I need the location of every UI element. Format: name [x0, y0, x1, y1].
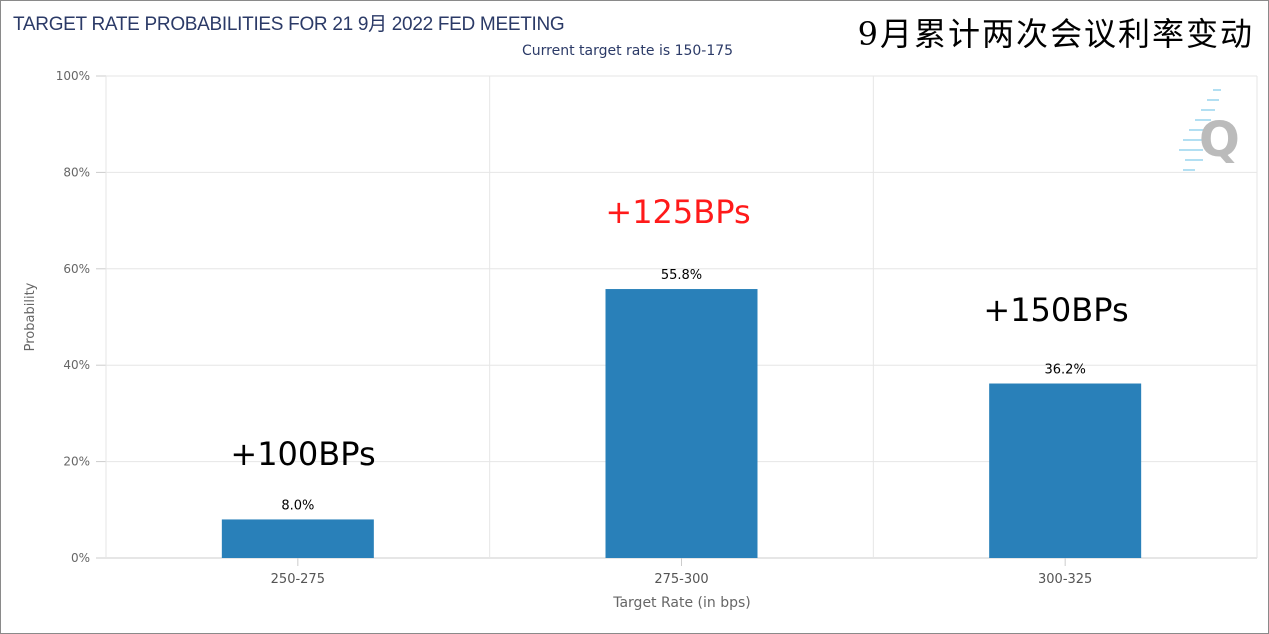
y-tick-label: 100%: [56, 69, 90, 83]
annotation-label: +150BPs: [983, 291, 1128, 329]
overlay-title: 9月累计两次会议利率变动: [857, 15, 1254, 53]
annotation-label: +100BPs: [230, 435, 375, 473]
y-tick-label: 80%: [63, 165, 90, 179]
data-label: 55.8%: [661, 268, 702, 283]
bar-300-325: [989, 383, 1142, 558]
watermark-logo: Q: [1179, 89, 1240, 171]
data-label: 8.0%: [281, 498, 314, 513]
y-tick-label: 60%: [63, 262, 90, 276]
x-tick-label: 275-300: [654, 572, 708, 587]
y-tick-label: 20%: [63, 455, 90, 469]
x-tick-label: 250-275: [271, 572, 325, 587]
y-tick-label: 40%: [63, 358, 90, 372]
bar-275-300: [605, 289, 758, 558]
chart-title: TARGET RATE PROBABILITIES FOR 21 9月 2022…: [13, 14, 565, 35]
watermark-q: Q: [1199, 112, 1240, 168]
chart-subtitle: Current target rate is 150-175: [522, 43, 734, 59]
y-tick-label: 0%: [71, 551, 90, 565]
x-tick-label: 300-325: [1038, 572, 1092, 587]
annotation-label: +125BPs: [605, 193, 750, 231]
data-label: 36.2%: [1045, 363, 1086, 378]
x-axis-label: Target Rate (in bps): [612, 595, 751, 611]
y-axis-label: Probability: [23, 282, 38, 351]
bar-250-275: [221, 519, 374, 558]
